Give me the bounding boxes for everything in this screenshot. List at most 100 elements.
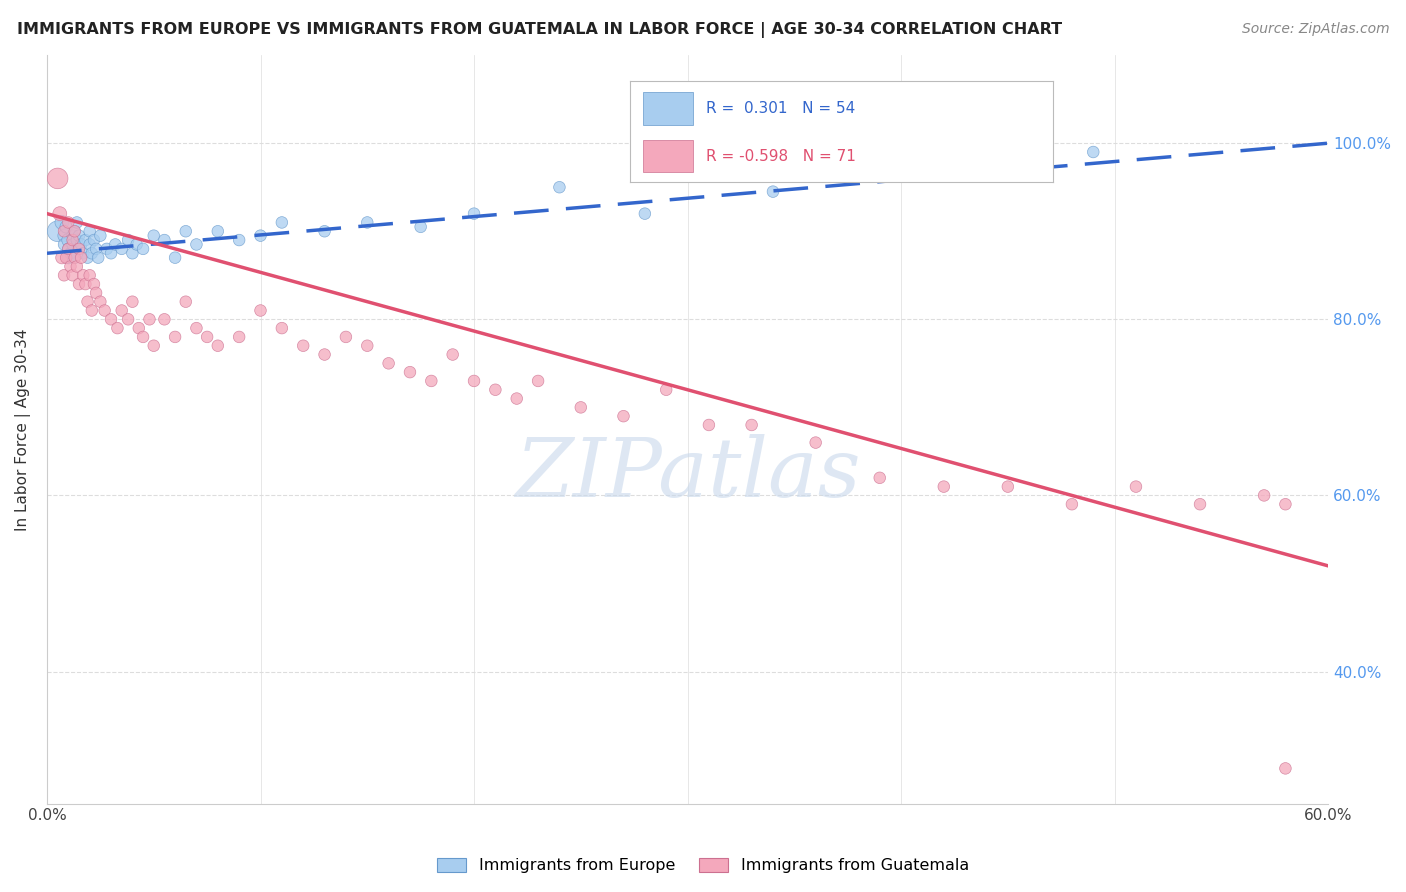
Point: [932, 162, 955, 177]
Point: [96, 242, 118, 256]
Point: [66, 233, 89, 247]
Point: [79, 268, 101, 283]
Point: [548, 180, 571, 194]
Point: [186, 237, 208, 252]
Point: [75, 277, 97, 291]
Point: [75, 233, 97, 247]
Point: [125, 237, 148, 252]
Point: [58, 233, 80, 247]
Point: [70, 237, 93, 252]
Point: [1125, 480, 1147, 494]
Point: [72, 246, 94, 260]
Point: [76, 294, 98, 309]
Text: ZIPatlas: ZIPatlas: [515, 434, 860, 515]
Point: [49, 207, 72, 221]
Point: [58, 242, 80, 256]
Point: [107, 321, 129, 335]
Point: [1253, 488, 1275, 502]
Point: [356, 339, 378, 353]
Point: [111, 242, 134, 256]
Point: [569, 401, 592, 415]
Point: [869, 471, 891, 485]
Point: [80, 246, 103, 260]
Point: [63, 224, 86, 238]
Point: [335, 330, 357, 344]
Point: [53, 224, 76, 238]
Point: [195, 330, 218, 344]
Point: [67, 242, 90, 256]
Point: [66, 215, 89, 229]
Point: [132, 330, 155, 344]
Point: [111, 303, 134, 318]
Legend: Immigrants from Europe, Immigrants from Guatemala: Immigrants from Europe, Immigrants from …: [430, 851, 976, 880]
Point: [153, 233, 176, 247]
Point: [117, 233, 139, 247]
Point: [100, 312, 122, 326]
Point: [228, 330, 250, 344]
Point: [741, 417, 763, 432]
Point: [527, 374, 550, 388]
Point: [249, 303, 271, 318]
Point: [1189, 497, 1212, 511]
Point: [46, 171, 69, 186]
Point: [51, 215, 73, 229]
Point: [59, 260, 82, 274]
Point: [79, 224, 101, 238]
Point: [70, 251, 93, 265]
Point: [1060, 497, 1083, 511]
Point: [84, 242, 107, 256]
Point: [59, 246, 82, 260]
Point: [80, 303, 103, 318]
Point: [55, 219, 77, 234]
Point: [100, 246, 122, 260]
Point: [58, 242, 80, 256]
Text: IMMIGRANTS FROM EUROPE VS IMMIGRANTS FROM GUATEMALA IN LABOR FORCE | AGE 30-34 C: IMMIGRANTS FROM EUROPE VS IMMIGRANTS FRO…: [17, 22, 1062, 38]
Point: [634, 207, 657, 221]
Point: [51, 251, 73, 265]
Text: Source: ZipAtlas.com: Source: ZipAtlas.com: [1241, 22, 1389, 37]
Point: [93, 303, 115, 318]
Point: [138, 312, 160, 326]
Point: [117, 312, 139, 326]
Point: [87, 251, 110, 265]
Point: [72, 268, 94, 283]
Point: [506, 392, 529, 406]
Point: [270, 215, 292, 229]
Point: [89, 294, 111, 309]
Point: [484, 383, 506, 397]
Point: [62, 268, 84, 283]
Point: [377, 356, 399, 370]
Point: [83, 277, 105, 291]
Point: [55, 251, 77, 265]
Point: [67, 277, 90, 291]
Point: [228, 233, 250, 247]
Point: [1274, 497, 1296, 511]
Point: [249, 228, 271, 243]
Point: [270, 321, 292, 335]
Point: [932, 480, 955, 494]
Point: [804, 435, 827, 450]
Point: [62, 237, 84, 252]
Point: [58, 251, 80, 265]
Point: [409, 219, 432, 234]
Point: [174, 224, 197, 238]
Point: [121, 294, 143, 309]
Y-axis label: In Labor Force | Age 30-34: In Labor Force | Age 30-34: [15, 328, 31, 531]
Point: [697, 417, 720, 432]
Point: [62, 228, 84, 243]
Point: [76, 251, 98, 265]
Point: [63, 224, 86, 238]
Point: [104, 237, 127, 252]
Point: [1274, 761, 1296, 775]
Point: [67, 228, 90, 243]
Point: [420, 374, 443, 388]
Point: [153, 312, 176, 326]
Point: [997, 480, 1019, 494]
Point: [53, 237, 76, 252]
Point: [79, 237, 101, 252]
Point: [128, 321, 150, 335]
Point: [441, 347, 464, 361]
Point: [142, 228, 165, 243]
Point: [58, 215, 80, 229]
Point: [66, 260, 89, 274]
